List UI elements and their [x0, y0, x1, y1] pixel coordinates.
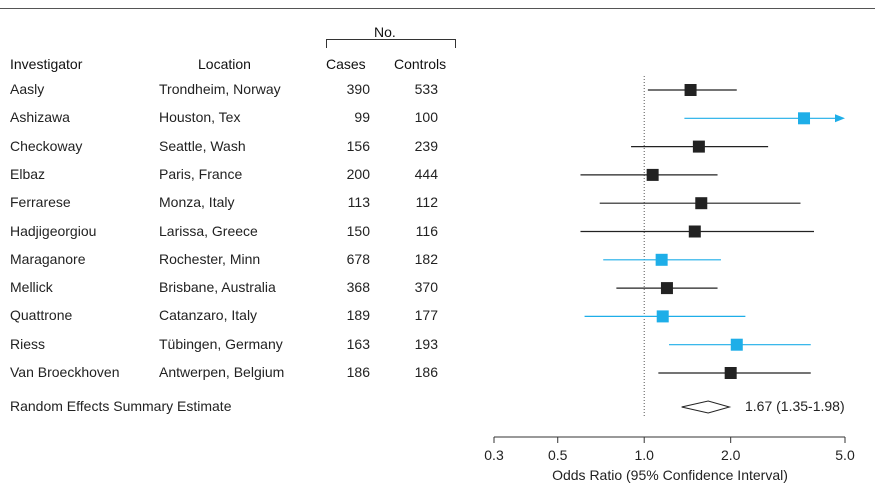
point-estimate	[692, 140, 705, 153]
point-estimate	[660, 282, 673, 295]
cases-cell: 99	[354, 109, 370, 126]
table-row: Mellick Brisbane, Australia 368 370	[0, 279, 480, 299]
col-header-cases: Cases	[326, 56, 366, 72]
location-cell: Seattle, Wash	[159, 137, 246, 154]
investigator-cell: Aasly	[10, 81, 45, 97]
investigator-cell: Elbaz	[10, 165, 46, 182]
investigator-cell: Quattrone	[10, 307, 73, 324]
cases-cell: 150	[346, 222, 370, 239]
x-tick-label: 5.0	[835, 447, 855, 463]
controls-cell: 177	[414, 307, 438, 324]
controls-cell: 533	[414, 81, 438, 97]
col-header-location: Location	[198, 56, 251, 72]
summary-diamond	[681, 400, 732, 414]
controls-cell: 116	[415, 222, 438, 239]
table-row: Elbaz Paris, France 200 444	[0, 166, 480, 186]
cases-cell: 390	[346, 81, 370, 97]
table-row: Maraganore Rochester, Minn 678 182	[0, 251, 480, 271]
group-header-no: No.	[374, 24, 396, 40]
table-row: Checkoway Seattle, Wash 156 239	[0, 138, 480, 158]
controls-cell: 100	[414, 109, 438, 126]
table-row: Ashizawa Houston, Tex 99 100	[0, 109, 480, 129]
col-header-investigator: Investigator	[10, 56, 83, 72]
table-row: Quattrone Catanzaro, Italy 189 177	[0, 307, 480, 327]
cases-cell: 186	[346, 364, 370, 380]
controls-cell: 112	[415, 194, 438, 211]
controls-cell: 186	[414, 364, 438, 380]
investigator-cell: Ferrarese	[10, 194, 71, 211]
x-tick-label: 0.5	[548, 447, 568, 463]
location-cell: Monza, Italy	[159, 194, 235, 211]
investigator-cell: Maraganore	[10, 250, 86, 267]
point-estimate	[688, 225, 701, 238]
x-tick-label: 0.3	[484, 447, 504, 463]
table-row: Riess Tübingen, Germany 163 193	[0, 336, 480, 356]
x-tick-label: 2.0	[721, 447, 741, 463]
top-rule	[0, 8, 875, 9]
controls-cell: 370	[414, 279, 438, 296]
location-cell: Brisbane, Australia	[159, 279, 276, 296]
investigator-cell: Hadjigeorgiou	[10, 222, 97, 239]
point-estimate	[655, 253, 668, 266]
point-estimate	[724, 367, 737, 379]
table-row: Ferrarese Monza, Italy 113 112	[0, 194, 480, 214]
table-row: Aasly Trondheim, Norway 390 533	[0, 81, 480, 101]
summary-ci-text: 1.67 (1.35-1.98)	[745, 398, 845, 414]
controls-cell: 193	[414, 335, 438, 352]
ci-arrow	[835, 114, 845, 123]
cases-cell: 189	[346, 307, 370, 324]
group-header-bracket	[326, 39, 456, 48]
point-estimate	[646, 168, 659, 181]
investigator-cell: Mellick	[10, 279, 53, 296]
col-header-controls: Controls	[394, 56, 447, 72]
point-estimate	[656, 310, 669, 323]
location-cell: Larissa, Greece	[159, 222, 258, 239]
point-estimate	[695, 197, 708, 210]
investigator-cell: Van Broeckhoven	[10, 364, 120, 380]
cases-cell: 163	[346, 335, 370, 352]
cases-cell: 200	[346, 165, 370, 182]
cases-cell: 156	[346, 137, 370, 154]
location-cell: Antwerpen, Belgium	[159, 364, 285, 380]
point-estimate	[798, 112, 811, 125]
cases-cell: 368	[346, 279, 370, 296]
investigator-cell: Checkoway	[10, 137, 83, 154]
point-estimate	[684, 84, 697, 96]
point-estimate	[730, 338, 743, 351]
cases-cell: 113	[347, 194, 370, 211]
location-cell: Tübingen, Germany	[159, 335, 283, 352]
table-row: Hadjigeorgiou Larissa, Greece 150 116	[0, 223, 480, 243]
investigator-cell: Ashizawa	[10, 109, 70, 126]
location-cell: Trondheim, Norway	[159, 81, 281, 97]
x-axis-label: Odds Ratio (95% Confidence Interval)	[552, 467, 788, 483]
controls-cell: 444	[414, 165, 438, 182]
cases-cell: 678	[346, 250, 370, 267]
location-cell: Paris, France	[159, 165, 243, 182]
table-row: Van Broeckhoven Antwerpen, Belgium 186 186	[0, 364, 480, 384]
location-cell: Catanzaro, Italy	[159, 307, 258, 324]
location-cell: Rochester, Minn	[159, 250, 261, 267]
summary-label: Random Effects Summary Estimate	[10, 398, 232, 414]
controls-cell: 182	[414, 250, 438, 267]
controls-cell: 239	[414, 137, 438, 154]
x-tick-label: 1.0	[634, 447, 654, 463]
investigator-cell: Riess	[10, 335, 46, 352]
location-cell: Houston, Tex	[159, 109, 241, 126]
